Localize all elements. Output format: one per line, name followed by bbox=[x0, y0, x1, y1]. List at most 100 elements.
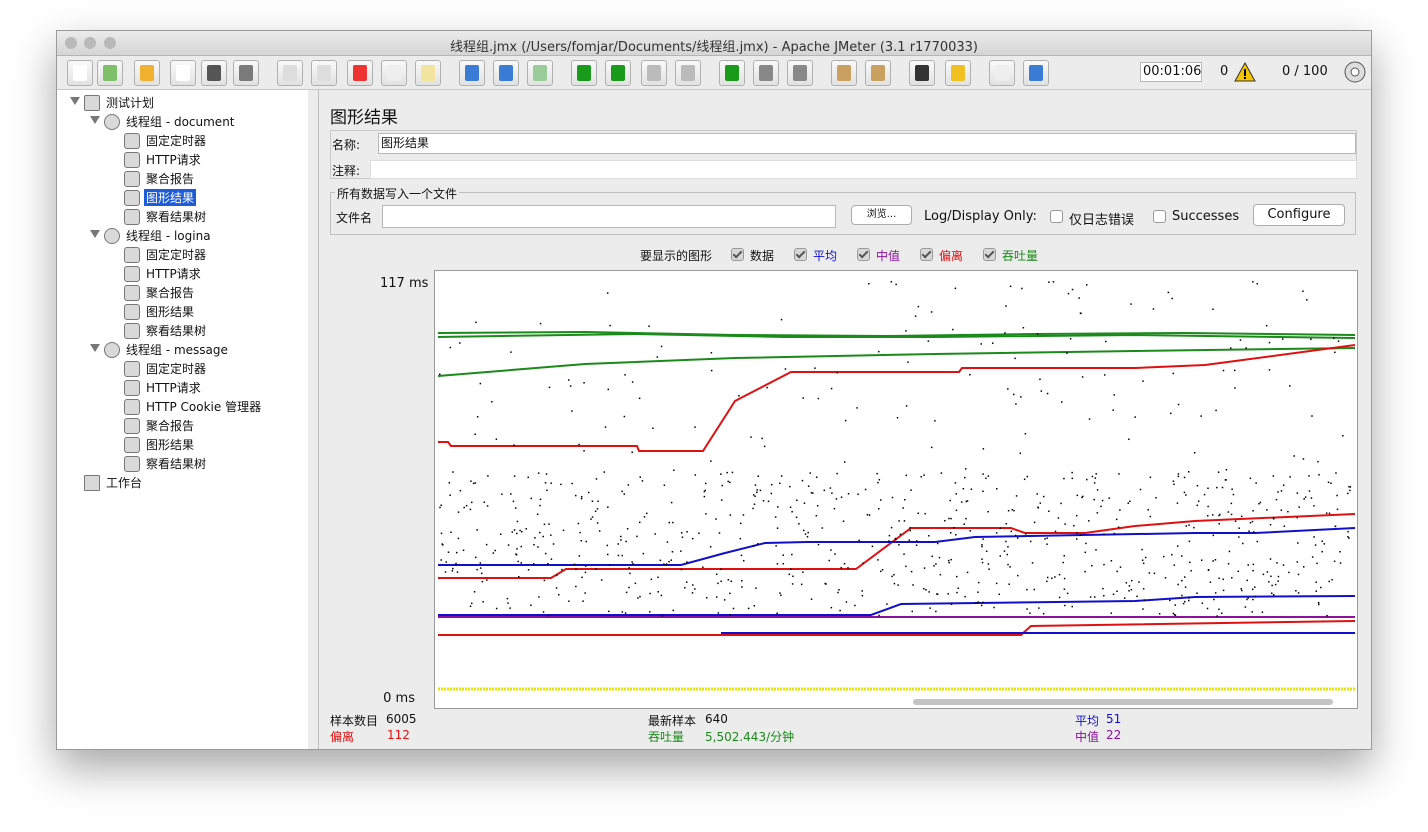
toolbar-button[interactable] bbox=[909, 60, 935, 86]
sample-dot bbox=[469, 508, 472, 511]
expand-toggle[interactable] bbox=[90, 230, 100, 238]
toolbar-button[interactable] bbox=[675, 60, 701, 86]
toolbar-button[interactable] bbox=[989, 60, 1015, 86]
toolbar-button[interactable] bbox=[719, 60, 745, 86]
tree-node[interactable]: HTTP Cookie 管理器 bbox=[146, 400, 262, 414]
sample-dot bbox=[911, 610, 913, 613]
sample-dot bbox=[666, 541, 669, 543]
tree-node[interactable]: 线程组 - logina bbox=[126, 229, 211, 243]
tree-node[interactable]: 固定定时器 bbox=[146, 248, 207, 262]
tree-node[interactable]: 线程组 - message bbox=[126, 343, 228, 357]
toolbar-button[interactable] bbox=[1023, 60, 1049, 86]
successes-checkbox[interactable] bbox=[1153, 210, 1166, 223]
sample-dot bbox=[1333, 337, 1335, 339]
sample-dot bbox=[1318, 474, 1320, 476]
title-bar: 线程组.jmx (/Users/fomjar/Documents/线程组.jmx… bbox=[57, 31, 1371, 56]
toolbar-button[interactable] bbox=[945, 60, 971, 86]
sample-dot bbox=[1051, 577, 1053, 579]
sample-dot bbox=[1128, 585, 1131, 587]
toolbar-button[interactable] bbox=[459, 60, 485, 86]
sample-dot bbox=[1162, 555, 1165, 558]
toolbar-button[interactable] bbox=[641, 60, 667, 86]
tree-node[interactable]: 察看结果树 bbox=[146, 210, 207, 224]
sample-dot bbox=[854, 604, 856, 607]
name-input[interactable]: 图形结果 bbox=[378, 133, 1356, 154]
tree-node[interactable]: 察看结果树 bbox=[146, 457, 207, 471]
toolbar-button[interactable] bbox=[233, 60, 259, 86]
tree-node[interactable]: 固定定时器 bbox=[146, 362, 207, 376]
toolbar-button[interactable] bbox=[277, 60, 303, 86]
browse-button[interactable]: 浏览... bbox=[851, 205, 912, 225]
sample-dot bbox=[1026, 475, 1029, 478]
tree-node[interactable]: 聚合报告 bbox=[146, 286, 195, 300]
sample-dot bbox=[838, 588, 840, 591]
sample-dot bbox=[1081, 496, 1083, 499]
toolbar-button[interactable] bbox=[67, 60, 93, 86]
tree-node[interactable]: 聚合报告 bbox=[146, 419, 195, 433]
toolbar-button[interactable] bbox=[831, 60, 857, 86]
errors-only-checkbox[interactable] bbox=[1050, 210, 1063, 223]
toolbar-button[interactable] bbox=[787, 60, 813, 86]
toolbar-button[interactable] bbox=[201, 60, 227, 86]
comment-input[interactable] bbox=[370, 160, 1357, 179]
tree-node[interactable]: 线程组 - document bbox=[126, 115, 235, 129]
graph-option-checkbox[interactable] bbox=[731, 248, 744, 261]
tree-node[interactable]: 测试计划 bbox=[106, 96, 155, 110]
toolbar-button[interactable] bbox=[170, 60, 196, 86]
graph-option-label: 偏离 bbox=[939, 249, 964, 263]
tree-node[interactable]: 工作台 bbox=[106, 476, 143, 490]
sample-dot bbox=[1211, 514, 1214, 516]
toolbar-button[interactable] bbox=[571, 60, 597, 86]
sample-dot bbox=[981, 545, 983, 548]
sample-dot bbox=[525, 528, 528, 530]
sample-dot bbox=[512, 500, 515, 503]
toolbar-button[interactable] bbox=[415, 60, 441, 86]
sample-dot bbox=[987, 510, 989, 513]
split-divider[interactable] bbox=[308, 90, 319, 749]
expand-toggle[interactable] bbox=[70, 97, 80, 105]
sample-dot bbox=[1227, 562, 1230, 565]
sample-dot bbox=[1014, 357, 1016, 360]
toolbar-button[interactable] bbox=[347, 60, 373, 86]
sample-dot bbox=[550, 558, 553, 560]
configure-button[interactable]: Configure bbox=[1253, 204, 1345, 226]
toolbar-button[interactable] bbox=[605, 60, 631, 86]
zoom-button[interactable] bbox=[104, 37, 116, 49]
sample-dot bbox=[843, 461, 846, 463]
toolbar-button[interactable] bbox=[493, 60, 519, 86]
tree-node[interactable]: 图形结果 bbox=[146, 305, 195, 319]
minimize-button[interactable] bbox=[84, 37, 96, 49]
tree-node[interactable]: HTTP请求 bbox=[146, 153, 201, 167]
graph-option-checkbox[interactable] bbox=[983, 248, 996, 261]
toolbar-button[interactable] bbox=[527, 60, 553, 86]
tree-node[interactable]: 察看结果树 bbox=[146, 324, 207, 338]
tree-node[interactable]: 图形结果 bbox=[144, 189, 197, 206]
sample-dot bbox=[1219, 513, 1221, 516]
sample-dot bbox=[1289, 385, 1291, 387]
tree-node[interactable]: 聚合报告 bbox=[146, 172, 195, 186]
sample-dot bbox=[1123, 597, 1126, 599]
toolbar-button[interactable] bbox=[865, 60, 891, 86]
sample-dot bbox=[1039, 378, 1041, 381]
tree-node[interactable]: HTTP请求 bbox=[146, 267, 201, 281]
window-title: 线程组.jmx (/Users/fomjar/Documents/线程组.jmx… bbox=[449, 40, 979, 55]
graph-option-checkbox[interactable] bbox=[857, 248, 870, 261]
scrollbar[interactable] bbox=[913, 699, 1333, 705]
close-button[interactable] bbox=[65, 37, 77, 49]
expand-toggle[interactable] bbox=[90, 344, 100, 352]
toolbar-button[interactable] bbox=[134, 60, 160, 86]
toolbar-button[interactable] bbox=[753, 60, 779, 86]
tree-node[interactable]: 图形结果 bbox=[146, 438, 195, 452]
graph-option-checkbox[interactable] bbox=[920, 248, 933, 261]
toolbar-button[interactable] bbox=[97, 60, 123, 86]
sample-dot bbox=[767, 500, 770, 503]
sample-dot bbox=[1209, 581, 1212, 583]
expand-toggle[interactable] bbox=[90, 116, 100, 124]
toolbar-button[interactable] bbox=[311, 60, 337, 86]
tree-node[interactable]: HTTP请求 bbox=[146, 381, 201, 395]
tree-node[interactable]: 固定定时器 bbox=[146, 134, 207, 148]
tree-icon bbox=[84, 475, 100, 491]
graph-option-checkbox[interactable] bbox=[794, 248, 807, 261]
file-input[interactable] bbox=[382, 205, 836, 228]
toolbar-button[interactable] bbox=[381, 60, 407, 86]
